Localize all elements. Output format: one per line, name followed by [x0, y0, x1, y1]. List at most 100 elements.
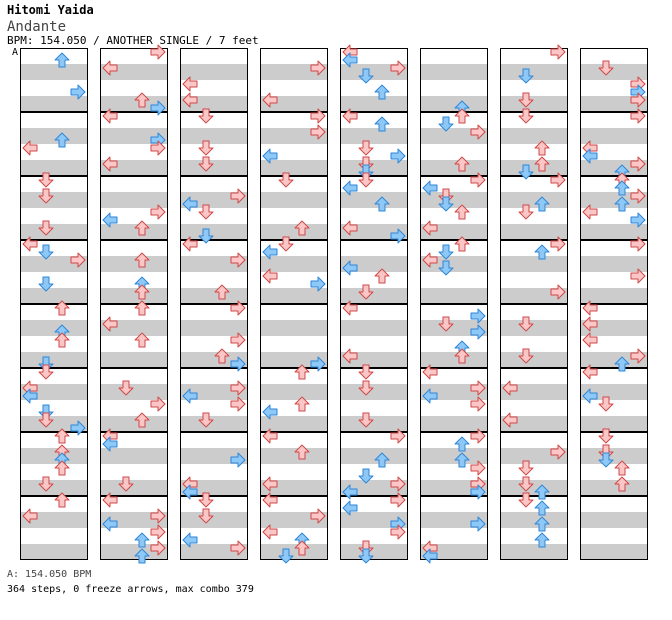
arrow-shape: [22, 140, 38, 156]
arrow-shape: [518, 460, 534, 476]
left-arrow: [582, 300, 598, 316]
arrow-shape: [38, 412, 54, 428]
arrow-shape: [310, 276, 326, 292]
arrow-shape: [102, 316, 118, 332]
measure-box: [180, 176, 248, 240]
arrow-shape: [198, 228, 214, 244]
right-arrow: [310, 108, 326, 124]
arrow-shape: [102, 212, 118, 228]
right-arrow: [150, 204, 166, 220]
right-arrow: [550, 284, 566, 300]
arrow-shape: [374, 196, 390, 212]
right-arrow: [630, 236, 646, 252]
down-arrow: [358, 412, 374, 428]
arrow-shape: [502, 380, 518, 396]
beat-stripe: [580, 256, 648, 272]
arrow-shape: [470, 308, 486, 324]
beat-stripe: [260, 448, 328, 464]
left-arrow: [262, 492, 278, 508]
arrow-shape: [342, 108, 358, 124]
beat-stripe: [180, 320, 248, 336]
beat-stripe: [580, 288, 648, 304]
arrow-shape: [230, 396, 246, 412]
up-arrow: [294, 396, 310, 412]
right-arrow: [550, 444, 566, 460]
arrow-shape: [374, 84, 390, 100]
arrow-shape: [454, 156, 470, 172]
arrow-shape: [134, 532, 150, 548]
arrow-shape: [150, 44, 166, 60]
arrow-shape: [550, 236, 566, 252]
left-arrow: [262, 268, 278, 284]
right-arrow: [310, 124, 326, 140]
beat-stripe: [500, 512, 568, 528]
measure-box: [260, 368, 328, 432]
left-arrow: [182, 388, 198, 404]
arrow-shape: [550, 444, 566, 460]
beat-stripe: [340, 288, 408, 304]
beat-stripe: [500, 192, 568, 208]
beat-stripe: [500, 256, 568, 272]
down-arrow: [198, 508, 214, 524]
down-arrow: [358, 284, 374, 300]
arrow-shape: [214, 284, 230, 300]
left-arrow: [422, 548, 438, 564]
arrow-shape: [262, 476, 278, 492]
measure-box: [500, 176, 568, 240]
down-arrow: [358, 140, 374, 156]
arrow-shape: [518, 108, 534, 124]
right-arrow: [150, 508, 166, 524]
down-arrow: [198, 412, 214, 428]
arrow-shape: [582, 316, 598, 332]
arrow-shape: [438, 316, 454, 332]
arrow-shape: [614, 476, 630, 492]
right-arrow: [230, 188, 246, 204]
left-arrow: [422, 180, 438, 196]
arrow-shape: [230, 332, 246, 348]
arrow-shape: [38, 244, 54, 260]
arrow-shape: [518, 476, 534, 492]
up-arrow: [534, 196, 550, 212]
right-arrow: [230, 252, 246, 268]
arrow-shape: [262, 492, 278, 508]
down-arrow: [198, 140, 214, 156]
arrow-shape: [230, 540, 246, 556]
beat-stripe: [500, 128, 568, 144]
down-arrow: [598, 428, 614, 444]
arrow-shape: [470, 324, 486, 340]
arrow-shape: [518, 204, 534, 220]
left-arrow: [342, 108, 358, 124]
arrow-shape: [454, 452, 470, 468]
right-arrow: [630, 348, 646, 364]
left-arrow: [22, 236, 38, 252]
measure-box: [20, 176, 88, 240]
left-arrow: [182, 532, 198, 548]
arrow-shape: [150, 100, 166, 116]
beat-stripe: [100, 448, 168, 464]
down-arrow: [358, 172, 374, 188]
arrow-shape: [230, 380, 246, 396]
beat-stripe: [580, 544, 648, 560]
arrow-shape: [22, 236, 38, 252]
arrow-shape: [534, 244, 550, 260]
right-arrow: [470, 172, 486, 188]
arrow-shape: [70, 420, 86, 436]
arrow-shape: [374, 268, 390, 284]
arrow-shape: [422, 220, 438, 236]
beat-stripe: [100, 416, 168, 432]
arrow-shape: [454, 108, 470, 124]
measure-box: [500, 112, 568, 176]
right-arrow: [230, 540, 246, 556]
beat-stripe: [580, 64, 648, 80]
song-title: Andante: [7, 19, 67, 35]
arrow-shape: [38, 220, 54, 236]
arrow-shape: [582, 300, 598, 316]
arrow-shape: [294, 364, 310, 380]
right-arrow: [630, 188, 646, 204]
arrow-shape: [182, 196, 198, 212]
up-arrow: [454, 452, 470, 468]
arrow-shape: [150, 508, 166, 524]
left-arrow: [22, 388, 38, 404]
arrow-shape: [470, 484, 486, 500]
down-arrow: [38, 476, 54, 492]
